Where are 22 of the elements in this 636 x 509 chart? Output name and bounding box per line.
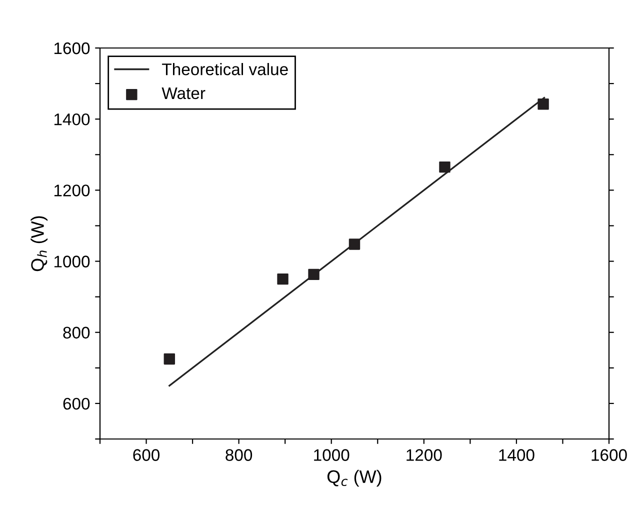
point bbox=[308, 268, 320, 280]
x-tick-label: 600 bbox=[133, 449, 160, 461]
y-axis-title: Q$_{h}$ (W) bbox=[30, 216, 48, 272]
point bbox=[348, 238, 360, 250]
y-tick-label: 800 bbox=[63, 326, 90, 339]
x-tick-label: 1600 bbox=[592, 449, 627, 461]
x-tick-label: 1000 bbox=[314, 449, 350, 461]
y-tick-label: 1200 bbox=[54, 184, 90, 196]
point bbox=[277, 273, 288, 285]
y-tick-label: 1600 bbox=[54, 42, 90, 54]
y-tick-label: 1400 bbox=[54, 113, 90, 126]
legend-label: Theoretical value bbox=[162, 63, 288, 76]
point bbox=[439, 161, 450, 173]
y-tick-label: 600 bbox=[63, 398, 90, 410]
x-tick-label: 1200 bbox=[406, 449, 442, 461]
legend-label: Water bbox=[162, 87, 206, 100]
point bbox=[538, 98, 549, 110]
x-axis-title: Q$_{c}$ (W) bbox=[327, 470, 382, 487]
x-tick-label: 800 bbox=[226, 449, 252, 461]
x-tick-label: 1400 bbox=[499, 449, 534, 461]
point bbox=[164, 353, 176, 365]
y-tick-label: 1000 bbox=[54, 256, 90, 268]
